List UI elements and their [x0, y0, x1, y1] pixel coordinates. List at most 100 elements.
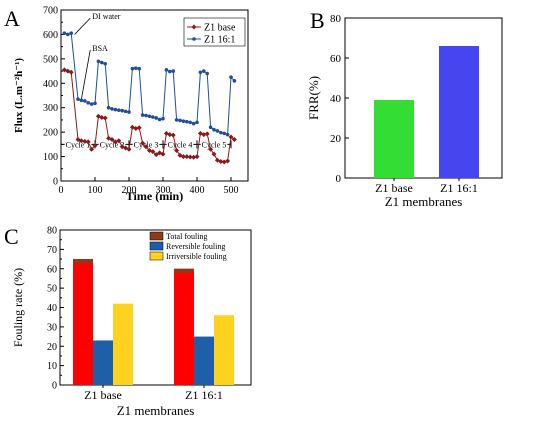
data-point	[96, 59, 101, 64]
data-point	[219, 130, 223, 135]
y-tick-label: 300	[43, 103, 58, 114]
series-line-1	[64, 32, 235, 136]
legend-marker	[191, 24, 197, 30]
data-point	[154, 116, 158, 120]
x-tick-label: 500	[224, 185, 239, 196]
y-tick-label: 700	[43, 6, 58, 17]
x-axis-label: Z1 membranes	[117, 403, 195, 418]
annotation-text: BSA	[92, 44, 108, 53]
data-point	[150, 149, 156, 155]
annotation-text: DI water	[92, 12, 121, 21]
panel-label-a: A	[4, 6, 20, 31]
x-tick-label: Z1 16:1	[440, 181, 478, 195]
data-point	[160, 151, 166, 157]
cycle-label: Cycle 2	[100, 140, 125, 149]
y-axis-label: FRR(%)	[306, 76, 321, 120]
panel-b-frr-chart: 0 20 40 60 80 Z1 base Z1 16:1Z1 membranes FRR(%…	[306, 13, 503, 209]
annotation-arrow	[81, 49, 91, 100]
data-point	[99, 114, 105, 120]
data-point	[86, 101, 90, 105]
x-axis-label: Time (min)	[126, 189, 183, 203]
legend-label: Z1 16:1	[204, 35, 235, 46]
data-point	[123, 145, 129, 151]
data-point	[180, 154, 186, 160]
legend-swatch	[149, 251, 164, 261]
data-point	[187, 154, 193, 160]
bar-2-0	[113, 303, 133, 385]
y-tick-label: 70	[47, 245, 57, 256]
data-point	[134, 66, 138, 70]
bar-top-0-1	[174, 268, 194, 273]
y-tick-label: 60	[47, 264, 57, 275]
y-tick-label: 20	[330, 133, 342, 145]
data-point	[66, 32, 70, 37]
legend-label: Irriversible fouling	[166, 252, 227, 261]
data-point	[231, 136, 237, 142]
data-point	[164, 68, 169, 72]
data-point	[106, 105, 111, 110]
bar-1-1	[194, 336, 214, 385]
data-point	[229, 75, 233, 79]
y-tick-label: 0	[336, 173, 342, 185]
data-point	[144, 113, 148, 118]
data-point	[153, 152, 159, 158]
bar-1-0	[93, 340, 113, 385]
panel-label-c: C	[4, 224, 19, 249]
data-point	[204, 131, 210, 137]
data-point	[133, 125, 139, 131]
bar-1	[439, 46, 479, 178]
bar-0-0	[73, 259, 93, 385]
panel-a-flux-chart: 0 100 200 300 400 500 600 700 0 100 200 300 400 500 Ti…	[13, 6, 249, 203]
data-point	[157, 117, 162, 122]
y-tick-label: 30	[47, 322, 57, 333]
y-tick-label: 50	[47, 284, 57, 295]
y-tick-label: 600	[43, 30, 58, 41]
data-point	[100, 60, 104, 65]
data-point	[188, 120, 192, 125]
data-point	[211, 151, 217, 157]
data-point	[185, 119, 189, 124]
data-point	[110, 107, 114, 111]
data-point	[208, 125, 213, 130]
data-point	[198, 70, 203, 75]
x-tick-label: Z1 16:1	[185, 388, 223, 402]
data-point	[123, 109, 128, 114]
y-tick-label: 500	[43, 54, 58, 65]
x-tick-label: 200	[122, 185, 137, 196]
data-point	[202, 69, 206, 73]
x-tick-label: 300	[156, 185, 171, 196]
data-point	[232, 79, 237, 83]
data-point	[62, 31, 67, 36]
data-point	[208, 146, 214, 152]
legend-label: Z1 base	[204, 23, 236, 34]
y-tick-label: 10	[47, 361, 57, 372]
y-tick-label: 100	[43, 152, 58, 163]
data-point	[113, 107, 118, 112]
legend-label: Reversible fouling	[166, 242, 225, 251]
data-point	[85, 139, 91, 145]
y-tick-label: 200	[43, 128, 58, 139]
legend-marker	[192, 37, 196, 41]
data-point	[174, 147, 180, 153]
data-point	[82, 138, 88, 144]
y-tick-label: 40	[47, 303, 57, 314]
data-point	[174, 118, 179, 122]
y-tick-label: 400	[43, 79, 58, 90]
cycle-label: Cycle 4	[168, 140, 193, 149]
x-tick-label: 100	[88, 185, 103, 196]
data-point	[93, 101, 97, 106]
y-tick-label: 20	[47, 342, 57, 353]
data-point	[130, 66, 135, 71]
y-tick-label: 40	[330, 93, 342, 105]
data-point	[120, 108, 124, 113]
panel-c-fouling-chart: 0 10 20 30 40 50 60 70 80 Z1 base Z1 16:1Z1 membra…	[11, 226, 252, 418]
data-point	[109, 136, 115, 142]
data-point	[168, 69, 172, 74]
bar-0	[374, 100, 414, 178]
legend-swatch	[149, 231, 164, 241]
data-point	[218, 158, 224, 164]
x-tick-label: Z1 base	[84, 388, 122, 402]
data-point	[151, 115, 155, 119]
data-point	[170, 132, 176, 138]
